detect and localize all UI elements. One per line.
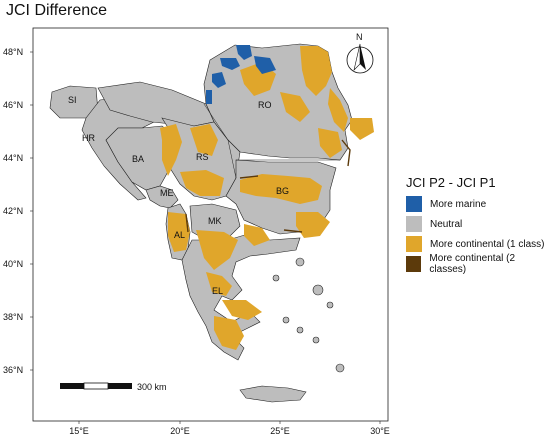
y-tick-label: 44°N xyxy=(3,153,23,163)
map-title: JCI Difference xyxy=(6,2,108,19)
legend-item-neutral: Neutral xyxy=(406,214,550,234)
country-label-bg: BG xyxy=(276,186,289,196)
north-arrow-label: N xyxy=(356,32,363,42)
country-labels: SI HR BA RS ME AL MK BG RO EL xyxy=(68,95,289,296)
legend-title: JCI P2 - JCI P1 xyxy=(406,175,496,190)
y-tick-label: 48°N xyxy=(3,47,23,57)
y-tick-label: 46°N xyxy=(3,100,23,110)
borders xyxy=(203,103,340,179)
legend-item-more-marine: More marine xyxy=(406,194,550,214)
legend-item-more-continental-2: More continental (2 classes) xyxy=(406,253,550,275)
legend-swatch xyxy=(406,216,422,232)
country-label-me: ME xyxy=(160,188,174,198)
region-crete xyxy=(239,385,307,403)
y-axis: 48°N 46°N 44°N 42°N 40°N 38°N 36°N xyxy=(3,47,33,375)
legend-label: Neutral xyxy=(430,218,463,230)
country-label-ro: RO xyxy=(258,100,272,110)
country-label-el: EL xyxy=(212,286,223,296)
y-tick-label: 40°N xyxy=(3,259,23,269)
legend-swatch xyxy=(406,236,422,252)
legend-swatch xyxy=(406,196,422,212)
y-tick-label: 38°N xyxy=(3,312,23,322)
legend-item-more-continental-1: More continental (1 class) xyxy=(406,234,550,254)
north-arrow: N xyxy=(346,32,374,74)
country-label-rs: RS xyxy=(196,152,209,162)
country-label-mk: MK xyxy=(208,216,222,226)
region-me xyxy=(145,185,179,209)
country-label-al: AL xyxy=(174,230,185,240)
x-tick-label: 20°E xyxy=(170,426,190,436)
country-label-hr: HR xyxy=(82,133,95,143)
legend-label: More continental (1 class) xyxy=(430,238,545,250)
land-marine xyxy=(206,45,276,104)
x-axis: 15°E 20°E 25°E 30°E xyxy=(69,421,390,436)
legend: JCI P2 - JCI P1 More marine Neutral More… xyxy=(406,175,550,275)
y-tick-label: 36°N xyxy=(3,365,23,375)
legend-label: More continental (2 classes) xyxy=(429,253,516,275)
scale-bar-label: 300 km xyxy=(137,382,167,392)
x-tick-label: 15°E xyxy=(69,426,89,436)
country-label-si: SI xyxy=(68,95,77,105)
country-label-ba: BA xyxy=(132,154,144,164)
legend-label: More marine xyxy=(430,198,487,210)
y-tick-label: 42°N xyxy=(3,206,23,216)
land-continental-1 xyxy=(160,46,374,350)
scale-bar: 300 km xyxy=(60,382,167,392)
x-tick-label: 30°E xyxy=(370,426,390,436)
legend-swatch xyxy=(406,256,422,272)
land-continental-2 xyxy=(185,139,351,233)
x-tick-label: 25°E xyxy=(270,426,290,436)
